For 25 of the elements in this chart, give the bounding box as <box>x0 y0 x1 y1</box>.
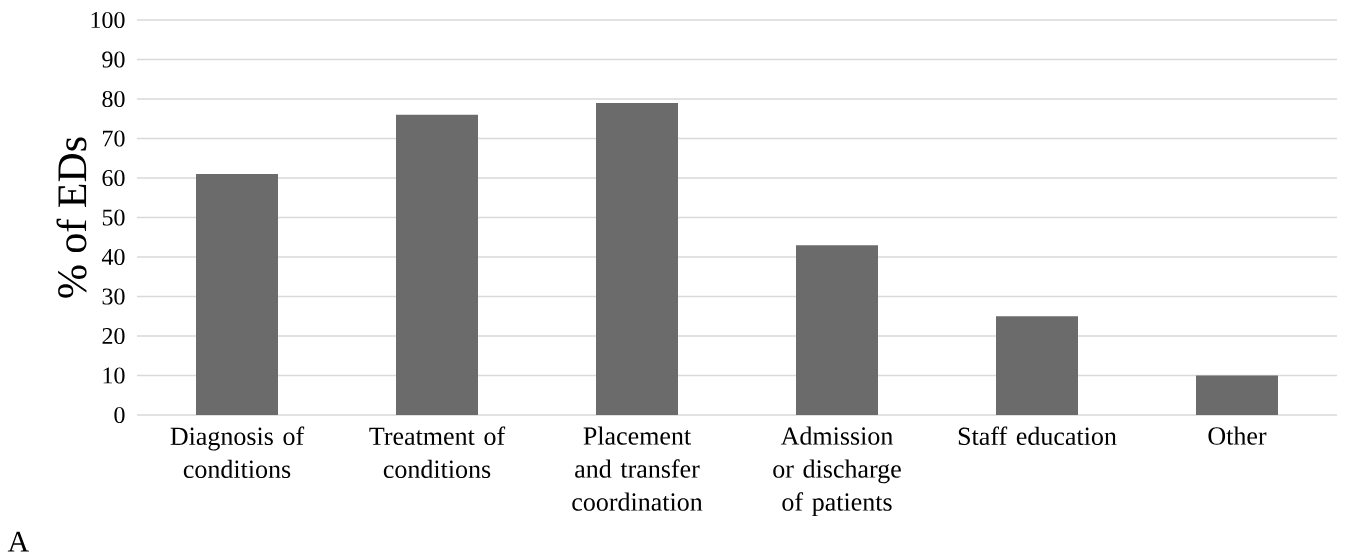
y-tick-label: 40 <box>101 248 125 266</box>
bar <box>1196 375 1278 415</box>
x-tick-label: Treatment of conditions <box>369 426 506 479</box>
y-tick-label: 20 <box>102 327 125 345</box>
bar <box>596 102 678 415</box>
x-tick-label: Diagnosis of conditions <box>170 426 305 479</box>
bar <box>196 174 278 415</box>
y-axis-title: % of EDs <box>56 137 87 298</box>
x-tick-label: Placement and transfer coordination <box>572 426 703 511</box>
y-tick-label: 70 <box>103 130 125 147</box>
bar <box>796 245 878 415</box>
y-tick-label: 30 <box>102 288 125 305</box>
y-tick-label: 90 <box>102 51 125 68</box>
text: A <box>7 531 29 552</box>
x-tick-label: Staff education <box>958 426 1117 446</box>
y-tick-label: 60 <box>102 169 125 187</box>
y-tick-label: 80 <box>102 90 125 108</box>
bar <box>396 114 478 415</box>
x-tick-label: Other <box>1208 426 1267 445</box>
y-tick-label: 100 <box>91 11 125 29</box>
bar <box>996 316 1078 415</box>
x-tick-label: Admission or discharge of patients <box>773 426 901 517</box>
y-tick-label: 10 <box>103 367 125 384</box>
y-tick-label: 50 <box>102 209 125 226</box>
y-tick-label: 0 <box>114 406 125 424</box>
